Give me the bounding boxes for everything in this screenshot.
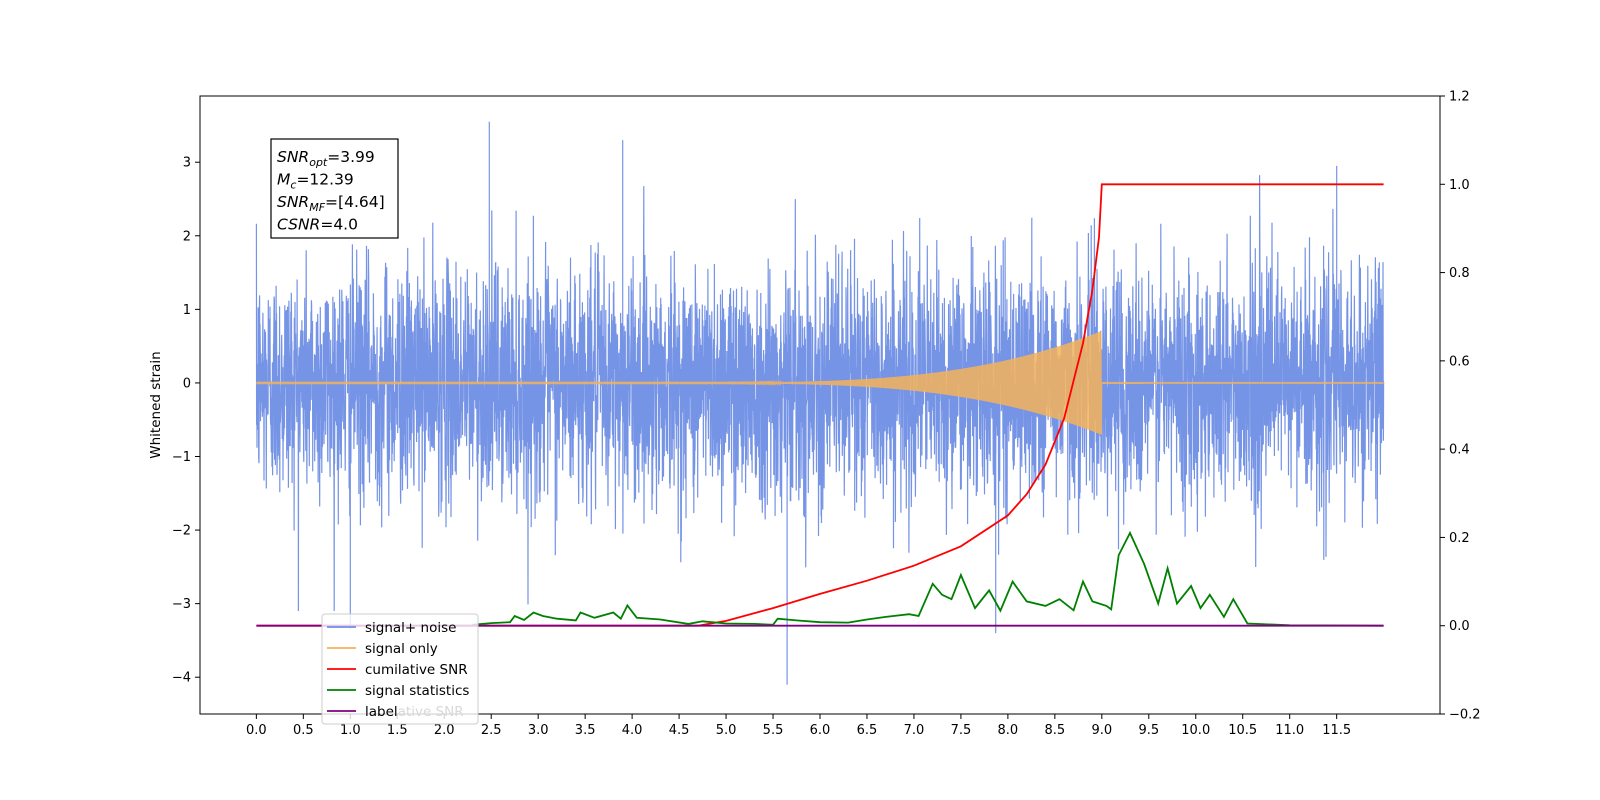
y-right-tick-label: 0.0: [1449, 619, 1470, 634]
info-value: =12.39: [296, 171, 353, 189]
info-line: CSNR=4.0: [277, 216, 358, 234]
x-tick-label: 5.0: [716, 723, 737, 738]
x-tick-label: 6.5: [857, 723, 878, 738]
y-left-tick-label: 1: [183, 303, 191, 318]
x-tick-label: 7.0: [904, 723, 925, 738]
y-right-tick-label: 1.2: [1449, 90, 1470, 105]
y-left-tick-label: −1: [172, 450, 191, 465]
info-value: =[4.64]: [325, 193, 385, 211]
y-left-tick-label: 0: [183, 376, 191, 391]
x-tick-label: 11.5: [1322, 723, 1351, 738]
x-tick-label: 7.5: [951, 723, 972, 738]
info-base: SNR: [277, 148, 309, 166]
info-base: M: [277, 171, 290, 189]
x-tick-label: 10.5: [1228, 723, 1257, 738]
series-layer: [255, 121, 1385, 685]
y-right-tick-label: 0.6: [1449, 354, 1470, 369]
info-line: SNRopt=3.99: [277, 148, 375, 169]
legend-label: signal statistics: [365, 683, 469, 699]
x-tick-label: 4.0: [622, 723, 643, 738]
x-axis-ticks: 0.0 0.5 1.0 1.5 2.0 2.5 3.0 3.5 4.0 4.5 5.0 5.5 6.0 6…: [246, 714, 1351, 738]
info-box-frame: [270, 138, 399, 239]
info-base: SNR: [277, 193, 309, 211]
y-right-tick-label: 0.2: [1449, 531, 1470, 546]
x-tick-label: 0.5: [293, 723, 314, 738]
series-cumulative-snr: [256, 183, 1384, 627]
x-tick-label: 6.0: [810, 723, 831, 738]
legend-label-text: signal+ noise: [365, 620, 456, 636]
legend-label: labelative SNR: [365, 704, 464, 720]
y-right-tick-label: 1.0: [1449, 178, 1470, 193]
y-right-tick-label: 0.4: [1449, 443, 1470, 458]
series-signal-only: [255, 331, 1385, 435]
y-right-tick-label: −0.2: [1449, 708, 1481, 723]
x-tick-label: 1.0: [340, 723, 361, 738]
x-tick-label: 2.0: [434, 723, 455, 738]
info-line: SNRMF=[4.64]: [277, 193, 385, 214]
x-tick-label: 4.5: [669, 723, 690, 738]
legend-label-text: label: [365, 704, 398, 720]
legend-label-text: signal only: [365, 641, 438, 657]
info-subscript: c: [290, 179, 296, 192]
legend-label-ghost: ative SNR: [398, 704, 464, 720]
x-tick-label: 0.0: [246, 723, 267, 738]
legend-frame: [321, 613, 479, 725]
info-line: Mc=12.39: [277, 171, 354, 192]
x-tick-label: 3.0: [528, 723, 549, 738]
x-tick-label: 11.0: [1275, 723, 1304, 738]
x-tick-label: 2.5: [481, 723, 502, 738]
series-signal-statistics: [472, 530, 1384, 627]
x-tick-label: 8.0: [998, 723, 1019, 738]
x-tick-label: 9.0: [1091, 723, 1112, 738]
legend-label: signal+ noise: [365, 620, 456, 636]
series-signal-plus-noise: [255, 121, 1385, 685]
x-tick-label: 5.5: [763, 723, 784, 738]
x-tick-label: 10.0: [1181, 723, 1210, 738]
legend: signal+ noise signal only cumilative SNR si…: [321, 613, 479, 725]
info-subscript: MF: [309, 201, 325, 214]
legend-label-text: cumilative SNR: [365, 662, 468, 678]
y-axis-right-ticks: 1.2 1.0 0.8 0.6 0.4 0.2 0.0 −0.2: [1440, 90, 1481, 723]
y-left-tick-label: 3: [183, 156, 191, 171]
y-right-tick-label: 0.8: [1449, 266, 1470, 281]
x-tick-label: 3.5: [575, 723, 596, 738]
legend-label: signal only: [365, 641, 438, 657]
x-tick-label: 1.5: [387, 723, 408, 738]
x-tick-label: 8.5: [1045, 723, 1066, 738]
y-left-tick-label: −3: [172, 597, 191, 612]
info-base: CSNR: [277, 216, 320, 234]
y-left-tick-label: −2: [172, 524, 191, 539]
info-value: =3.99: [327, 148, 375, 166]
legend-label-text: signal statistics: [365, 683, 469, 699]
y-axis-left-ticks: 3 2 1 0 −1 −2 −3 −4: [172, 156, 200, 686]
y-axis-label: Whitened strain: [148, 351, 164, 458]
y-left-tick-label: 2: [183, 229, 191, 244]
legend-label: cumilative SNR: [365, 662, 468, 678]
info-subscript: opt: [309, 156, 328, 169]
y-left-tick-label: −4: [172, 671, 191, 686]
x-tick-label: 9.5: [1138, 723, 1159, 738]
info-value: =4.0: [320, 216, 358, 234]
